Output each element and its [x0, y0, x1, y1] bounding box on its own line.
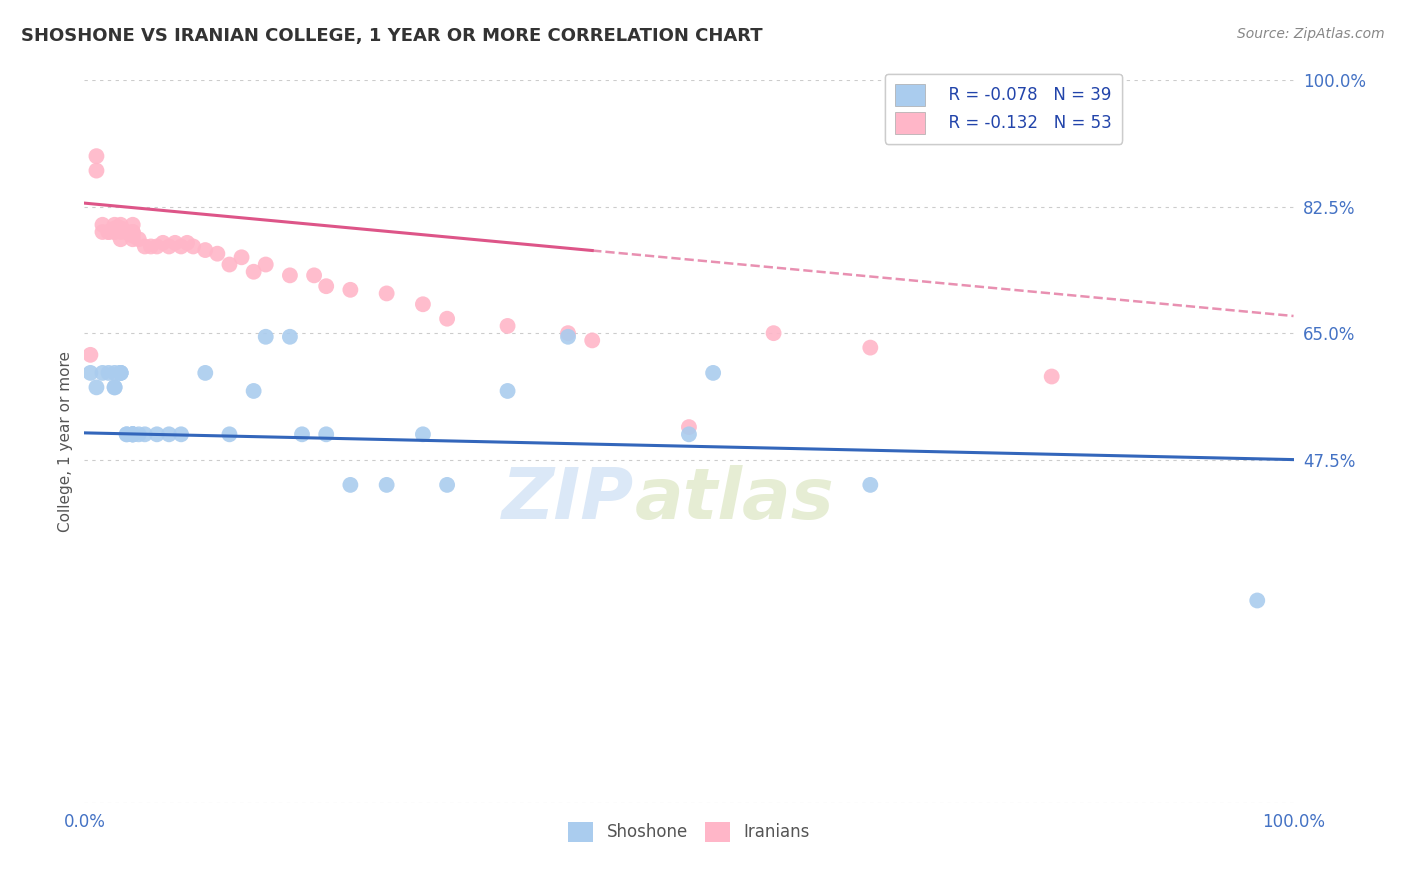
Point: [170, 427, 193, 442]
Point: [315, 427, 337, 442]
Point: [762, 326, 785, 340]
Point: [134, 239, 156, 253]
Point: [1246, 593, 1268, 607]
Point: [121, 427, 143, 442]
Point: [152, 235, 174, 250]
Point: [165, 235, 187, 250]
Point: [146, 239, 169, 253]
Point: [194, 243, 217, 257]
Point: [278, 268, 301, 283]
Point: [581, 334, 603, 348]
Point: [128, 427, 150, 442]
Point: [97, 225, 120, 239]
Point: [859, 341, 882, 355]
Point: [121, 427, 143, 442]
Point: [242, 265, 264, 279]
Point: [97, 225, 120, 239]
Point: [339, 283, 361, 297]
Point: [436, 478, 458, 492]
Point: [110, 221, 132, 235]
Point: [315, 279, 337, 293]
Point: [121, 225, 143, 239]
Point: [496, 318, 519, 333]
Point: [110, 218, 132, 232]
Point: [121, 427, 143, 442]
Point: [207, 246, 229, 260]
Legend:   R = -0.078   N = 39,   R = -0.132   N = 53: R = -0.078 N = 39, R = -0.132 N = 53: [884, 74, 1122, 144]
Point: [375, 478, 398, 492]
Point: [104, 225, 127, 239]
Point: [412, 427, 434, 442]
Point: [115, 225, 138, 239]
Point: [678, 427, 700, 442]
Point: [194, 366, 217, 380]
Point: [859, 478, 882, 492]
Text: ZIP: ZIP: [502, 465, 634, 533]
Point: [170, 239, 193, 253]
Point: [110, 366, 132, 380]
Point: [115, 427, 138, 442]
Point: [218, 258, 240, 272]
Point: [339, 478, 361, 492]
Point: [678, 420, 700, 434]
Point: [104, 225, 127, 239]
Point: [79, 348, 101, 362]
Point: [146, 427, 169, 442]
Point: [110, 366, 132, 380]
Point: [134, 427, 156, 442]
Point: [121, 218, 143, 232]
Point: [104, 380, 127, 394]
Point: [121, 225, 143, 239]
Point: [79, 366, 101, 380]
Point: [181, 239, 204, 253]
Point: [254, 258, 277, 272]
Point: [128, 232, 150, 246]
Point: [86, 149, 108, 163]
Point: [496, 384, 519, 398]
Point: [302, 268, 325, 283]
Point: [97, 366, 120, 380]
Point: [1040, 369, 1063, 384]
Point: [121, 232, 143, 246]
Point: [91, 218, 114, 232]
Point: [557, 326, 579, 340]
Point: [104, 380, 127, 394]
Point: [218, 427, 240, 442]
Point: [110, 232, 132, 246]
Point: [231, 250, 253, 264]
Point: [86, 163, 108, 178]
Point: [139, 239, 162, 253]
Point: [436, 311, 458, 326]
Point: [91, 225, 114, 239]
Text: Source: ZipAtlas.com: Source: ZipAtlas.com: [1237, 27, 1385, 41]
Point: [412, 297, 434, 311]
Point: [104, 221, 127, 235]
Point: [115, 427, 138, 442]
Point: [242, 384, 264, 398]
Point: [110, 221, 132, 235]
Point: [702, 366, 724, 380]
Text: atlas: atlas: [634, 465, 834, 533]
Point: [110, 225, 132, 239]
Point: [291, 427, 314, 442]
Point: [157, 427, 180, 442]
Point: [278, 330, 301, 344]
Point: [104, 218, 127, 232]
Text: SHOSHONE VS IRANIAN COLLEGE, 1 YEAR OR MORE CORRELATION CHART: SHOSHONE VS IRANIAN COLLEGE, 1 YEAR OR M…: [21, 27, 762, 45]
Point: [557, 330, 579, 344]
Point: [104, 366, 127, 380]
Point: [157, 239, 180, 253]
Point: [121, 427, 143, 442]
Y-axis label: College, 1 year or more: College, 1 year or more: [58, 351, 73, 532]
Point: [121, 228, 143, 243]
Point: [176, 235, 198, 250]
Point: [110, 366, 132, 380]
Point: [375, 286, 398, 301]
Point: [254, 330, 277, 344]
Point: [91, 366, 114, 380]
Point: [115, 225, 138, 239]
Point: [121, 427, 143, 442]
Point: [86, 380, 108, 394]
